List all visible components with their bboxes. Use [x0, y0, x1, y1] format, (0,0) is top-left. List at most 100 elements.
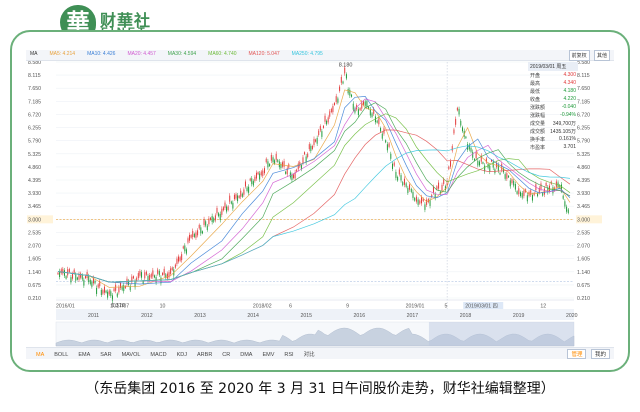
- price-candle: [300, 165, 302, 170]
- price-candle: [136, 277, 138, 282]
- indicator-tab[interactable]: KDJ: [176, 352, 188, 358]
- price-candle: [441, 184, 443, 191]
- y-tick-label: 2.070: [577, 244, 590, 250]
- price-candle: [57, 272, 59, 275]
- price-candle: [150, 273, 152, 278]
- price-candle: [63, 270, 65, 276]
- navigator-year-label: 2017: [407, 313, 419, 319]
- price-candle: [446, 180, 448, 187]
- indicator-tab[interactable]: RSI: [284, 352, 294, 358]
- y-tick-label: 3.465: [28, 204, 41, 210]
- price-candle: [475, 152, 477, 159]
- price-candle: [393, 162, 395, 166]
- indicator-tab[interactable]: 对比: [303, 352, 315, 358]
- x-date-label: 10: [160, 304, 166, 310]
- info-row: 最低 4.180: [528, 87, 578, 95]
- indicator-tab[interactable]: EMV: [262, 352, 275, 358]
- indicator-tab[interactable]: EMA: [78, 352, 91, 358]
- indicator-tab[interactable]: ARBR: [197, 352, 213, 358]
- mine-tab[interactable]: 我的: [590, 349, 610, 359]
- price-candle: [311, 145, 313, 150]
- price-candle: [118, 287, 120, 293]
- price-candle: [364, 101, 366, 106]
- price-candle: [158, 270, 160, 276]
- ma-line: [57, 89, 571, 288]
- price-candle: [108, 290, 110, 295]
- price-candle: [238, 195, 240, 198]
- price-candle: [205, 221, 207, 226]
- price-candle: [419, 200, 421, 204]
- navigator-axis-band: [56, 309, 574, 320]
- indicator-tab[interactable]: MACD: [150, 352, 167, 358]
- navigator-year-label: 2012: [141, 313, 153, 319]
- price-candle: [157, 269, 159, 274]
- price-candle: [75, 274, 77, 281]
- price-candle: [431, 194, 433, 198]
- price-candle: [259, 173, 261, 180]
- price-candle: [274, 160, 276, 164]
- price-candle: [218, 213, 220, 217]
- navigator-year-label: 2020: [566, 313, 578, 319]
- price-candle: [540, 183, 542, 189]
- price-candle: [214, 215, 216, 221]
- price-candle: [499, 172, 501, 175]
- price-candle: [421, 197, 423, 204]
- price-candle: [144, 272, 146, 279]
- navigator-area: [55, 327, 575, 347]
- price-candle: [147, 275, 149, 282]
- indicator-tab[interactable]: CR: [222, 352, 231, 358]
- price-candle: [327, 117, 329, 123]
- price-candle: [359, 108, 361, 111]
- price-candle: [330, 108, 332, 113]
- price-candle: [129, 285, 131, 291]
- price-candle: [162, 272, 164, 276]
- price-candle: [265, 158, 267, 163]
- price-candle: [179, 257, 181, 261]
- price-candle: [335, 96, 337, 102]
- price-candle: [113, 288, 115, 292]
- info-label: 成交额: [530, 128, 546, 135]
- price-candle: [332, 106, 334, 113]
- price-candle: [530, 190, 532, 195]
- price-candle: [354, 108, 356, 113]
- info-value: 4.340: [563, 79, 576, 86]
- figure-caption: （东岳集团 2016 至 2020 年 3 月 31 日午间股价走势，财华社编辑…: [85, 381, 555, 397]
- price-candle: [357, 109, 359, 116]
- price-candle: [80, 273, 82, 278]
- info-value: 0.161%: [559, 135, 576, 142]
- info-value: 4.300: [563, 71, 576, 78]
- price-candle: [444, 186, 446, 191]
- price-candle: [187, 238, 189, 243]
- price-candle: [86, 272, 88, 278]
- other-button[interactable]: 其他: [593, 50, 610, 61]
- price-candle: [545, 182, 547, 186]
- price-candle: [374, 116, 376, 123]
- manage-tab[interactable]: 管理: [567, 349, 587, 359]
- indicator-tab[interactable]: MAVOL: [121, 352, 141, 358]
- price-candle: [321, 131, 323, 137]
- price-candle: [385, 140, 387, 143]
- price-candle: [368, 106, 370, 109]
- price-candle: [422, 198, 424, 202]
- indicator-tab[interactable]: MA: [36, 352, 45, 358]
- price-candle: [560, 184, 562, 191]
- adjust-button[interactable]: 前复权: [568, 50, 590, 61]
- indicator-tab[interactable]: SAR: [100, 352, 112, 358]
- price-candle: [221, 208, 223, 215]
- price-candle: [59, 271, 61, 278]
- stock-chart[interactable]: 8.580 8.580 8.115 8.115 7.650 7.650 7.185 7.185…: [26, 61, 614, 347]
- price-candle: [434, 193, 436, 199]
- x-date-label: 6: [289, 304, 292, 310]
- price-candle: [506, 173, 508, 179]
- price-candle: [286, 168, 288, 175]
- price-candle: [307, 153, 309, 158]
- indicator-tab[interactable]: BOLL: [54, 352, 69, 358]
- price-candle: [380, 127, 382, 132]
- indicator-tab[interactable]: DMA: [240, 352, 253, 358]
- price-candle: [65, 276, 67, 279]
- price-candle: [333, 102, 335, 106]
- navigator-year-label: 2013: [194, 313, 206, 319]
- info-row: 成交量 349,700万: [528, 119, 578, 127]
- price-candle: [102, 290, 104, 294]
- y-tick-label: 6.255: [577, 126, 590, 132]
